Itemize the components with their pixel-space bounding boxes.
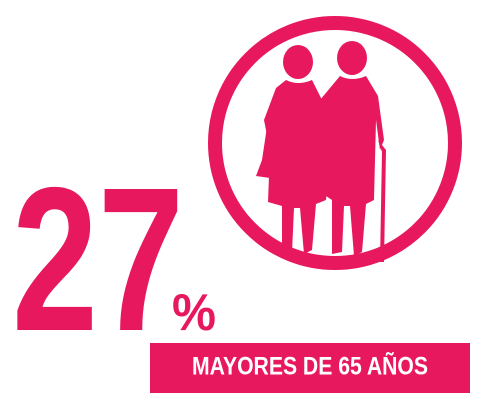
elderly-couple-silhouette	[256, 41, 386, 262]
stat-number: 27	[12, 145, 184, 374]
ring	[208, 16, 462, 270]
stat-unit: %	[172, 284, 216, 342]
stat-label: MAYORES DE 65 AÑOS	[192, 351, 428, 381]
label-banner	[150, 343, 470, 393]
